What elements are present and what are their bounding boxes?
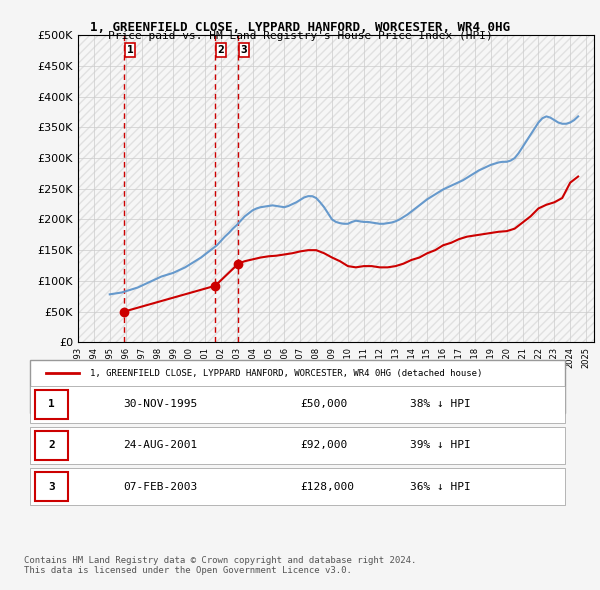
Text: 3: 3 <box>241 45 247 55</box>
Text: 2: 2 <box>218 45 224 55</box>
Text: £92,000: £92,000 <box>300 441 347 450</box>
Text: £128,000: £128,000 <box>300 482 354 491</box>
Text: 07-FEB-2003: 07-FEB-2003 <box>124 482 197 491</box>
Text: Price paid vs. HM Land Registry's House Price Index (HPI): Price paid vs. HM Land Registry's House … <box>107 31 493 41</box>
Text: HPI: Average price, detached house, Worcester: HPI: Average price, detached house, Worc… <box>90 395 332 404</box>
Text: 36% ↓ HPI: 36% ↓ HPI <box>410 482 471 491</box>
Text: 3: 3 <box>48 482 55 491</box>
Text: 38% ↓ HPI: 38% ↓ HPI <box>410 399 471 409</box>
Text: 1: 1 <box>127 45 133 55</box>
Text: 24-AUG-2001: 24-AUG-2001 <box>124 441 197 450</box>
Text: 1, GREENFIELD CLOSE, LYPPARD HANFORD, WORCESTER, WR4 0HG: 1, GREENFIELD CLOSE, LYPPARD HANFORD, WO… <box>90 21 510 34</box>
Text: Contains HM Land Registry data © Crown copyright and database right 2024.
This d: Contains HM Land Registry data © Crown c… <box>24 556 416 575</box>
FancyBboxPatch shape <box>35 431 68 460</box>
FancyBboxPatch shape <box>35 389 68 419</box>
FancyBboxPatch shape <box>29 360 565 413</box>
FancyBboxPatch shape <box>29 468 565 505</box>
Text: 1: 1 <box>48 399 55 409</box>
Text: £50,000: £50,000 <box>300 399 347 409</box>
FancyBboxPatch shape <box>29 386 565 422</box>
FancyBboxPatch shape <box>29 427 565 464</box>
Text: 2: 2 <box>48 441 55 450</box>
FancyBboxPatch shape <box>35 472 68 501</box>
Text: 1, GREENFIELD CLOSE, LYPPARD HANFORD, WORCESTER, WR4 0HG (detached house): 1, GREENFIELD CLOSE, LYPPARD HANFORD, WO… <box>90 369 482 378</box>
Text: 39% ↓ HPI: 39% ↓ HPI <box>410 441 471 450</box>
Text: 30-NOV-1995: 30-NOV-1995 <box>124 399 197 409</box>
Bar <box>78 35 594 342</box>
